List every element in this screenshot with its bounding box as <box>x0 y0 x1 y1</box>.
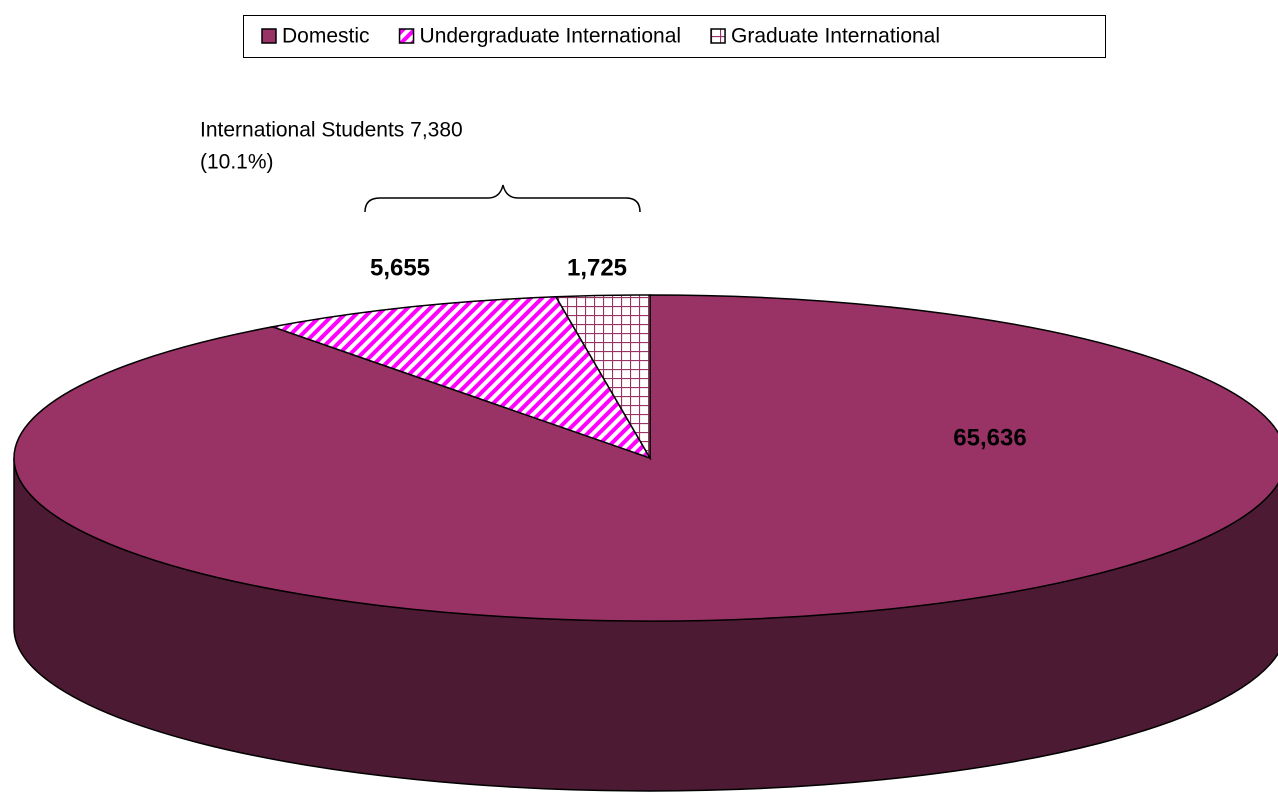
annotation: (10.1%) <box>200 151 274 174</box>
legend: Domestic Undergraduate International Gradu… <box>261 25 940 48</box>
pie: 65,636 5,655 1,725 <box>13 254 1278 792</box>
legend-box <box>243 15 1106 58</box>
legend-swatch <box>261 28 277 44</box>
pie-slice <box>269 296 652 460</box>
pie-slice <box>554 294 651 461</box>
value-label: 5,655 <box>370 254 430 281</box>
annotation: International Students 7,380 <box>200 119 463 142</box>
brace <box>364 184 641 213</box>
legend-swatch <box>398 28 415 44</box>
legend-label: Undergraduate International <box>420 25 682 48</box>
value-label: 65,636 <box>953 424 1026 451</box>
legend-label: Domestic <box>282 25 370 48</box>
legend-label: Graduate International <box>731 25 940 48</box>
pie-slice <box>13 294 1278 622</box>
value-label: 1,725 <box>567 254 627 281</box>
legend-swatch <box>710 28 726 44</box>
